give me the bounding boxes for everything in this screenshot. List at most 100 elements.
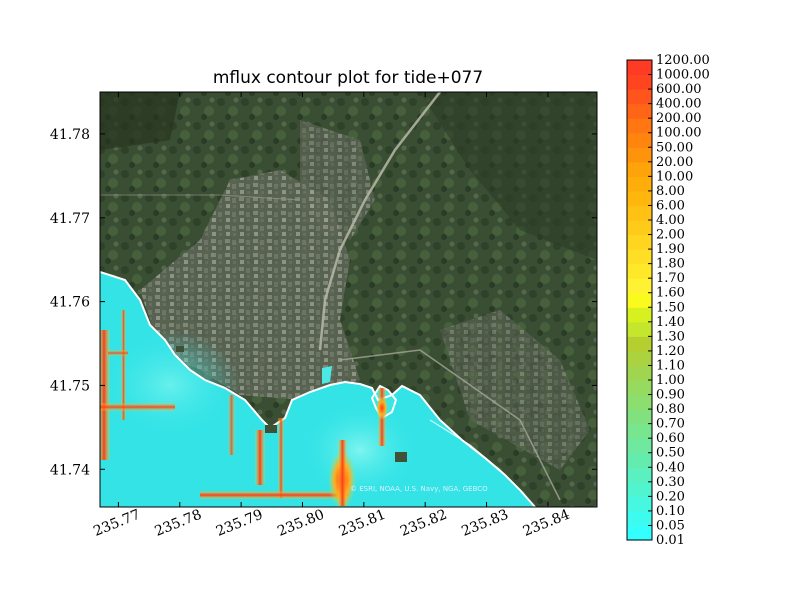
y-tick-label: 41.74	[50, 462, 90, 478]
colorbar-label: 0.20	[656, 489, 685, 504]
x-tick-label: 235.81	[337, 507, 388, 540]
colorbar-label: 2.00	[656, 228, 685, 243]
colorbar-segment	[627, 74, 652, 90]
colorbar-segment	[627, 307, 652, 323]
colorbar-label: 600.00	[656, 82, 702, 97]
colorbar-label: 6.00	[656, 198, 685, 213]
colorbar-label: 1.20	[656, 344, 685, 359]
colorbar-label: 1200.00	[656, 53, 710, 68]
colorbar-label: 400.00	[656, 97, 702, 112]
colorbar-label: 0.01	[656, 533, 685, 548]
y-tick-label: 41.78	[50, 127, 90, 143]
hotspot-channel	[228, 395, 235, 455]
hotspot-channel	[100, 330, 110, 460]
colorbar-label: 50.00	[656, 140, 693, 155]
hotspot-channel	[278, 418, 284, 498]
y-tick-label: 41.76	[50, 295, 90, 311]
colorbar-label: 0.60	[656, 431, 685, 446]
colorbar-segment	[627, 176, 652, 192]
x-tick-label: 235.80	[275, 507, 326, 540]
x-tick-label: 235.79	[214, 507, 265, 540]
hotspots	[100, 310, 388, 507]
colorbar-label: 0.70	[656, 417, 685, 432]
colorbar-segment	[627, 394, 652, 410]
bay-inlet	[322, 366, 332, 384]
colorbar-segment	[627, 336, 652, 352]
colorbar-segment	[627, 278, 652, 294]
hotspot-channel	[108, 350, 128, 356]
colorbar-segment	[627, 190, 652, 207]
highway	[318, 92, 441, 351]
colorbar-segment	[627, 438, 652, 454]
colorbar-label: 1.40	[656, 315, 685, 330]
map-attribution: © ESRI, NOAA, U.S. Navy, NGA, GEBCO	[350, 485, 488, 493]
colorbar-label: 0.80	[656, 402, 685, 417]
y-tick-label: 41.77	[50, 211, 90, 227]
colorbar-label: 4.00	[656, 213, 685, 228]
colorbar-frame	[626, 59, 653, 541]
forest-dark-patch	[420, 92, 597, 260]
colorbar-segment	[627, 321, 652, 337]
road	[339, 349, 561, 501]
hotspot-channel	[121, 310, 126, 420]
colorbar-segment	[627, 481, 652, 497]
colorbar-label: 1.30	[656, 329, 685, 344]
colorbar-segment	[627, 220, 652, 236]
colorbar-segment	[627, 118, 652, 134]
chart-title: mflux contour plot for tide+077	[213, 68, 483, 88]
river-channel	[429, 419, 521, 491]
forest-dark-patch	[100, 92, 180, 150]
colorbar	[627, 60, 652, 541]
colorbar-label: 0.10	[656, 504, 685, 519]
colorbar-segment	[627, 409, 652, 425]
x-tick-label: 235.78	[153, 507, 204, 540]
colorbar-label: 1.50	[656, 300, 685, 315]
x-tick-label: 235.82	[398, 507, 449, 540]
hotspot-core	[376, 396, 388, 420]
colorbar-label: 20.00	[656, 155, 693, 170]
colorbar-segment	[627, 103, 652, 119]
colorbar-label: 1.90	[656, 242, 685, 257]
colorbar-label: 0.30	[656, 475, 685, 490]
colorbar-segment	[627, 161, 652, 177]
colorbar-segment	[627, 423, 652, 439]
urban-area	[440, 310, 590, 470]
hotspot-channel	[255, 430, 265, 485]
colorbar-label: 1.00	[656, 373, 685, 388]
x-tick-label: 235.84	[521, 507, 572, 540]
x-tick-label: 235.77	[91, 507, 142, 540]
colorbar-label: 8.00	[656, 184, 685, 199]
colorbar-segment	[627, 350, 652, 367]
colorbar-segment	[627, 249, 652, 265]
road	[100, 194, 301, 201]
colorbar-segment	[627, 467, 652, 483]
colorbar-segment	[627, 147, 652, 163]
colorbar-label: 0.50	[656, 446, 685, 461]
colorbar-label: 10.00	[656, 169, 693, 184]
colorbar-segment	[627, 205, 652, 221]
land-islands	[176, 346, 407, 462]
hotspot-channel	[200, 491, 348, 499]
colorbar-segment	[627, 510, 652, 527]
colorbar-label: 1.70	[656, 271, 685, 286]
colorbar-label: 0.90	[656, 388, 685, 403]
colorbar-label: 0.40	[656, 460, 685, 475]
colorbar-segment	[627, 365, 652, 381]
colorbar-segment	[627, 89, 652, 105]
colorbar-labels: 0.010.050.100.200.300.400.500.600.700.80…	[648, 53, 710, 548]
colorbar-label: 200.00	[656, 111, 702, 126]
hotspot-channel	[338, 440, 347, 506]
colorbar-label: 100.00	[656, 126, 702, 141]
colorbar-segment	[627, 525, 652, 541]
colorbar-segment	[627, 496, 652, 512]
colorbar-segment	[627, 60, 652, 76]
shoreline	[100, 271, 536, 507]
colorbar-label: 1.80	[656, 257, 685, 272]
colorbar-segment	[627, 234, 652, 250]
urban-area	[300, 120, 375, 240]
colorbar-segment	[627, 263, 652, 279]
colorbar-label: 0.05	[656, 518, 685, 533]
colorbar-segment	[627, 292, 652, 308]
colorbar-label: 1000.00	[656, 68, 710, 83]
